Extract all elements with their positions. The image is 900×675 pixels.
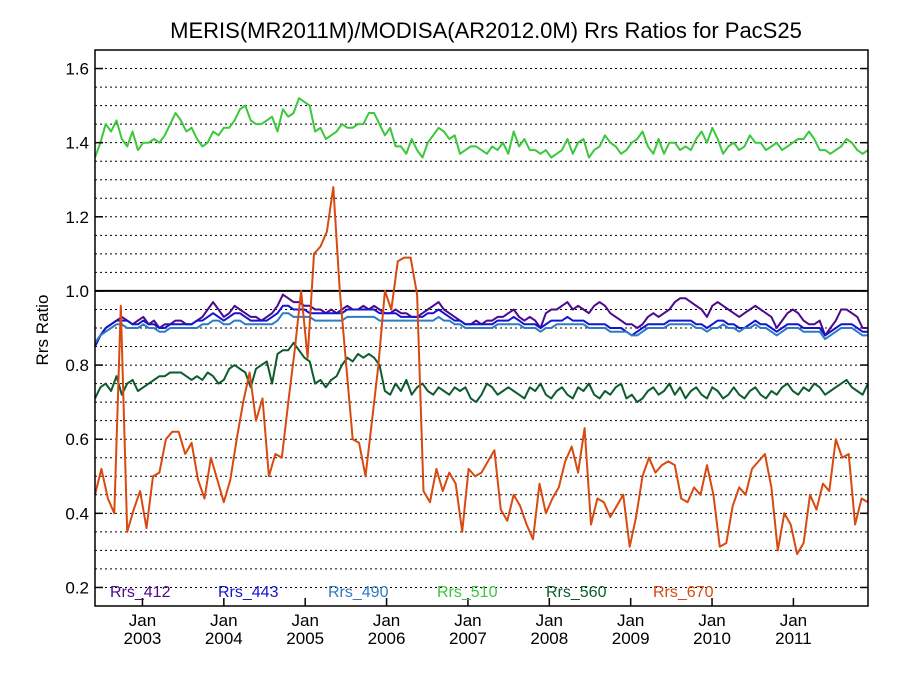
x-tick-month-label: Jan bbox=[454, 611, 481, 630]
x-axis: Jan2003Jan2004Jan2005Jan2006Jan2007Jan20… bbox=[124, 598, 812, 648]
y-tick-label: 1.6 bbox=[65, 60, 89, 79]
plot-frame bbox=[94, 49, 869, 607]
chart-title: MERIS(MR2011M)/MODISA(AR2012.0M) Rrs Rat… bbox=[170, 18, 802, 43]
legend-entry-rrs-560: Rrs_560 bbox=[546, 584, 607, 601]
x-tick-month-label: Jan bbox=[780, 611, 807, 630]
legend: Rrs_412 Rrs_443 Rrs_490 Rrs_510 Rrs_560 Rrs_6… bbox=[110, 584, 714, 601]
x-tick-month-label: Jan bbox=[129, 611, 156, 630]
series-line-rrs-670 bbox=[94, 186, 869, 556]
x-tick-year-label: 2010 bbox=[693, 629, 731, 648]
y-tick-label: 1.0 bbox=[65, 282, 89, 301]
x-tick-year-label: 2006 bbox=[368, 629, 406, 648]
x-tick-year-label: 2009 bbox=[612, 629, 650, 648]
grid bbox=[95, 68, 868, 588]
x-tick-month-label: Jan bbox=[617, 611, 644, 630]
x-tick-month-label: Jan bbox=[373, 611, 400, 630]
x-tick-month-label: Jan bbox=[698, 611, 725, 630]
x-tick-month-label: Jan bbox=[536, 611, 563, 630]
y-tick-label: 0.6 bbox=[65, 430, 89, 449]
y-tick-label: 0.8 bbox=[65, 356, 89, 375]
y-tick-label: 0.4 bbox=[65, 504, 89, 523]
y-tick-label: 1.4 bbox=[65, 134, 89, 153]
series-line-rrs-560 bbox=[94, 341, 869, 404]
legend-entry-rrs-490: Rrs_490 bbox=[328, 584, 389, 601]
y-tick-label: 1.2 bbox=[65, 208, 89, 227]
x-tick-year-label: 2011 bbox=[775, 629, 812, 648]
series-line-rrs-412 bbox=[94, 293, 868, 347]
x-tick-year-label: 2007 bbox=[449, 629, 487, 648]
y-axis: 1.6 1.4 1.2 1.0 0.8 0.6 0.4 0.2 bbox=[65, 60, 868, 597]
x-tick-month-label: Jan bbox=[291, 611, 318, 630]
legend-entry-rrs-443: Rrs_443 bbox=[218, 584, 279, 601]
series-line-rrs-490 bbox=[94, 312, 868, 344]
x-tick-year-label: 2004 bbox=[205, 629, 243, 648]
legend-entry-rrs-670: Rrs_670 bbox=[653, 584, 714, 601]
legend-entry-rrs-412: Rrs_412 bbox=[110, 584, 171, 601]
legend-entry-rrs-510: Rrs_510 bbox=[437, 584, 498, 601]
x-tick-month-label: Jan bbox=[210, 611, 237, 630]
y-axis-label: Rrs Ratio bbox=[33, 295, 52, 366]
y-tick-label: 0.2 bbox=[65, 578, 89, 597]
x-tick-year-label: 2003 bbox=[124, 629, 162, 648]
series-line-rrs-443 bbox=[94, 304, 868, 347]
series-lines bbox=[94, 97, 869, 556]
x-tick-year-label: 2005 bbox=[286, 629, 324, 648]
x-tick-year-label: 2008 bbox=[530, 629, 568, 648]
series-line-rrs-510 bbox=[94, 97, 869, 159]
